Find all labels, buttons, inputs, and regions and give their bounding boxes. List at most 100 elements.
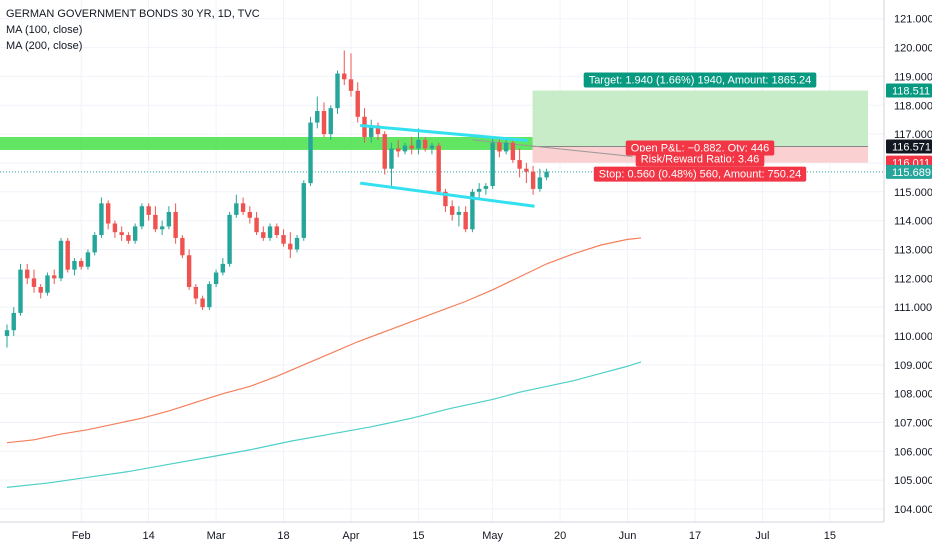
candle-body [348,79,354,91]
candle-body [31,278,37,287]
rr-label: Risk/Reward Ratio: 3.46 [635,151,765,167]
y-tick-label: 121.000 [894,14,932,26]
candle-body [234,203,239,215]
x-tick-label: 17 [689,530,701,542]
x-tick-label: Feb [72,530,91,542]
x-tick-label: Mar [207,530,226,542]
candle-body [517,160,522,169]
price-tag-bg [886,139,932,154]
stop-label: Stop: 0.560 (0.48%) 560, Amount: 750.24 [593,166,807,182]
y-tick-label: 107.000 [894,418,932,430]
x-tick-label: Apr [342,530,359,542]
candle-body [85,252,91,267]
candle-body [200,298,205,308]
y-tick-label: 108.000 [894,389,932,401]
candle-body [119,232,124,236]
candle-body [396,148,401,152]
y-tick-label: 106.000 [894,446,932,458]
candle-body [503,142,509,152]
candle-body [38,286,43,293]
candle-body [422,139,428,149]
target-label-text: Target: 1.940 (1.66%) 1940, Amount: 1865… [589,75,812,87]
candle-body [99,203,104,236]
x-tick-label: Jul [755,530,769,542]
y-tick-label: 117.000 [894,129,932,141]
candle-body [254,217,259,233]
rr-label-text: Risk/Reward Ratio: 3.46 [641,153,760,165]
y-tick-label: 104.000 [894,504,932,516]
candle-body [476,188,482,192]
price-tag-label: 116.571 [892,141,931,153]
candle-body [180,237,185,256]
candle-body [288,243,293,250]
candle-body [261,232,266,238]
candle-body [25,269,30,279]
candle-body [58,240,64,279]
target-label: Target: 1.940 (1.66%) 1940, Amount: 1865… [583,72,817,88]
candle-body [409,145,414,149]
candle-body [294,237,300,250]
x-tick-label: 18 [277,530,289,542]
candle-body [490,142,495,187]
candle-body [11,312,16,331]
x-axis-bg [0,522,932,550]
candle-body [4,330,10,336]
candles [4,50,549,348]
y-tick-label: 113.000 [894,244,932,256]
y-tick-label: 119.000 [894,71,932,83]
price-tag-bg [886,83,932,98]
candle-body [301,183,306,238]
stop-label-bg [593,166,807,182]
candle-body [375,125,381,135]
candle-body [315,111,320,123]
y-tick-label: 114.000 [894,216,932,228]
stop-label-text: Stop: 0.560 (0.48%) 560, Amount: 750.24 [599,169,801,181]
x-tick-label: 15 [412,530,424,542]
candle-body [153,214,158,230]
x-tick-label: Jun [619,530,637,542]
candle-body [173,211,178,238]
price-tag-label: 118.511 [892,86,930,98]
legend-ma100: MA (100, close) [6,24,83,36]
candle-body [449,206,455,215]
y-tick-label: 115.000 [894,187,932,199]
candle-body [52,275,57,279]
channel-upper [360,123,528,143]
grid [0,0,884,522]
x-axis: Feb 14 Mar 18 Apr 15 May 20 Jun 17 Jul 15 [0,521,932,550]
candle-body [436,145,441,192]
candle-body [186,255,192,287]
candle-body [416,139,421,149]
y-tick-label: 118.000 [894,100,932,112]
candle-body [355,90,360,117]
candle-body [443,191,448,207]
candle-body [497,142,502,152]
candle-body [105,203,111,224]
candle-body [335,73,340,109]
candle-body [207,284,212,308]
candle-body [281,235,286,244]
candle-body [112,223,118,233]
y-tick-label: 109.000 [894,360,932,372]
candle-body [159,226,165,230]
candle-body [389,148,394,169]
candle-body [524,168,529,172]
candle-body [402,145,408,152]
x-tick-label: 20 [554,530,566,542]
candle-body [510,142,516,161]
candle-body [369,125,374,137]
candle-body [463,211,468,230]
ma200-line [6,361,642,488]
candle-body [530,171,536,189]
candle-body [537,177,543,189]
candle-body [78,261,84,267]
channel-lower [359,181,535,208]
y-tick-label: 112.000 [894,273,932,285]
candle-body [18,269,23,313]
candle-body [429,145,435,149]
candle-body [240,203,246,212]
candle-body [227,214,232,264]
candle-body [139,206,145,227]
